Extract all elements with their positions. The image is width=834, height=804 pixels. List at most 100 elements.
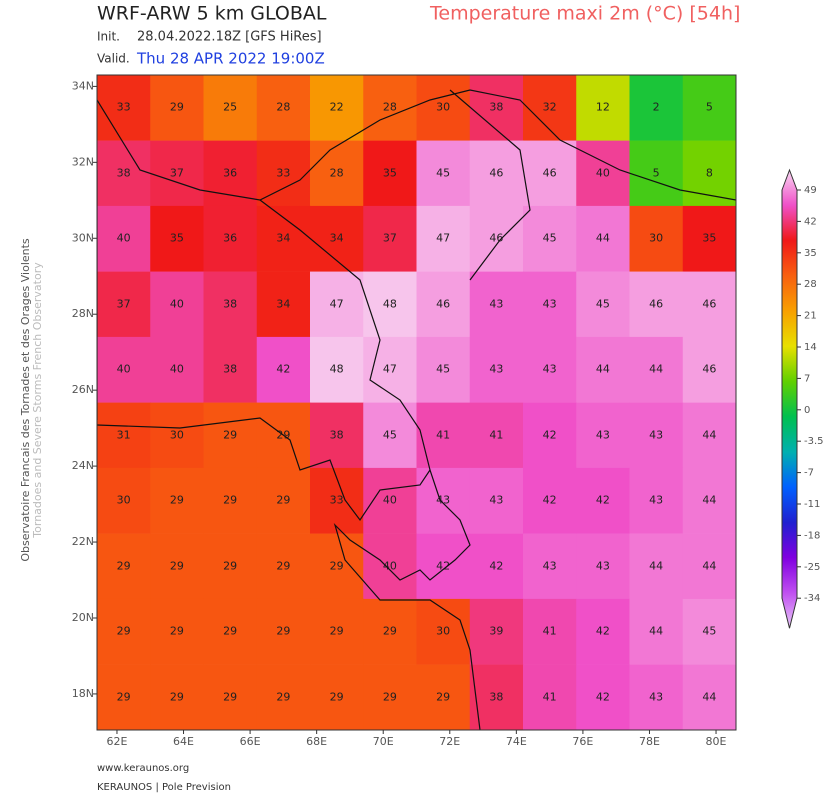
cell-value: 35 <box>170 232 184 245</box>
cell-value: 44 <box>596 232 610 245</box>
cell-value: 42 <box>596 690 610 703</box>
cell-value: 29 <box>117 559 131 572</box>
y-tick-label: 28N <box>72 307 94 320</box>
cell-value: 40 <box>383 559 397 572</box>
valid: Thu 28 APR 2022 19:00Z <box>136 50 325 68</box>
cell-value: 43 <box>543 297 557 310</box>
x-tick-label: 64E <box>173 735 194 748</box>
cell-value: 46 <box>489 166 503 179</box>
cell <box>150 402 204 469</box>
cell <box>203 467 258 534</box>
y-tick-label: 32N <box>72 155 94 168</box>
cell <box>523 336 577 403</box>
y-tick-label: 22N <box>72 535 94 548</box>
cell-value: 33 <box>276 166 290 179</box>
cell <box>682 75 736 141</box>
frame <box>96 74 737 731</box>
cell <box>629 598 684 665</box>
cell-value: 38 <box>117 166 131 179</box>
cell-value: 29 <box>117 625 131 638</box>
cell-value: 45 <box>436 363 450 376</box>
cell-value: 44 <box>649 363 663 376</box>
cell <box>256 336 311 403</box>
cell <box>150 271 204 338</box>
cell <box>576 533 630 600</box>
colorbar-label: 7 <box>804 373 810 384</box>
y-tick-label: 30N <box>72 231 94 244</box>
x-tick-label: 76E <box>572 735 593 748</box>
cell-value: 38 <box>489 101 503 114</box>
x-tick-label: 74E <box>506 735 527 748</box>
cell <box>97 75 151 141</box>
coastlines <box>97 89 736 730</box>
cell-value: 8 <box>706 166 713 179</box>
cell-value: 42 <box>596 494 610 507</box>
cell-value: 44 <box>702 428 716 441</box>
cell-value: 47 <box>436 232 450 245</box>
cell-value: 43 <box>489 494 503 507</box>
cell <box>363 271 417 338</box>
cell-value: 42 <box>276 363 290 376</box>
cell <box>576 598 630 665</box>
cell-value: 41 <box>489 428 503 441</box>
cell <box>203 205 258 272</box>
cell <box>469 598 524 665</box>
cell-value: 40 <box>117 232 131 245</box>
cell <box>150 598 204 665</box>
cell <box>150 336 204 403</box>
cell <box>576 664 630 730</box>
cell <box>310 533 364 600</box>
cell-value: 46 <box>649 297 663 310</box>
cell <box>256 271 311 338</box>
cell-value: 30 <box>436 101 450 114</box>
cell <box>97 205 151 272</box>
cell-value: 47 <box>383 363 397 376</box>
cell-value: 40 <box>117 363 131 376</box>
cell <box>310 140 364 207</box>
cell <box>203 271 258 338</box>
cell-value: 30 <box>170 428 184 441</box>
cell <box>363 402 417 469</box>
init-label: Init. <box>97 30 120 44</box>
cell-value: 40 <box>383 494 397 507</box>
cell-value: 34 <box>276 297 290 310</box>
colorbar-label: 42 <box>804 216 817 227</box>
side-text: Observatoire Francais des Tornades et de… <box>19 238 32 562</box>
cell-value: 45 <box>702 625 716 638</box>
cell-value: 29 <box>170 559 184 572</box>
cell-value: 46 <box>543 166 557 179</box>
cell <box>97 402 151 469</box>
cell-value: 28 <box>276 101 290 114</box>
cell-value: 33 <box>117 101 131 114</box>
cell-value: 29 <box>330 690 344 703</box>
cell <box>629 271 684 338</box>
cell <box>97 533 151 600</box>
cell-value: 33 <box>330 494 344 507</box>
cell <box>363 205 417 272</box>
cell <box>576 467 630 534</box>
cell <box>256 467 311 534</box>
cell-value: 40 <box>170 363 184 376</box>
cell <box>416 205 471 272</box>
cell-value: 41 <box>543 625 557 638</box>
cell <box>682 271 736 338</box>
cell <box>203 75 258 141</box>
cell-value: 46 <box>702 297 716 310</box>
cell-value: 29 <box>223 428 237 441</box>
cell <box>469 205 524 272</box>
cell-value: 44 <box>649 625 663 638</box>
cell-value: 44 <box>596 363 610 376</box>
cell-value: 45 <box>436 166 450 179</box>
cell <box>256 598 311 665</box>
colorbar-label: -3.5 <box>804 436 824 447</box>
cell <box>469 140 524 207</box>
cell <box>682 533 736 600</box>
cell <box>629 402 684 469</box>
side-text: Tornadoes and Severe Storms French Obser… <box>31 262 44 539</box>
cell-value: 29 <box>170 101 184 114</box>
colorbar-label: 49 <box>804 185 817 196</box>
cell-value: 44 <box>702 690 716 703</box>
cell-value: 29 <box>223 625 237 638</box>
cell-value: 29 <box>170 625 184 638</box>
cell <box>150 467 204 534</box>
